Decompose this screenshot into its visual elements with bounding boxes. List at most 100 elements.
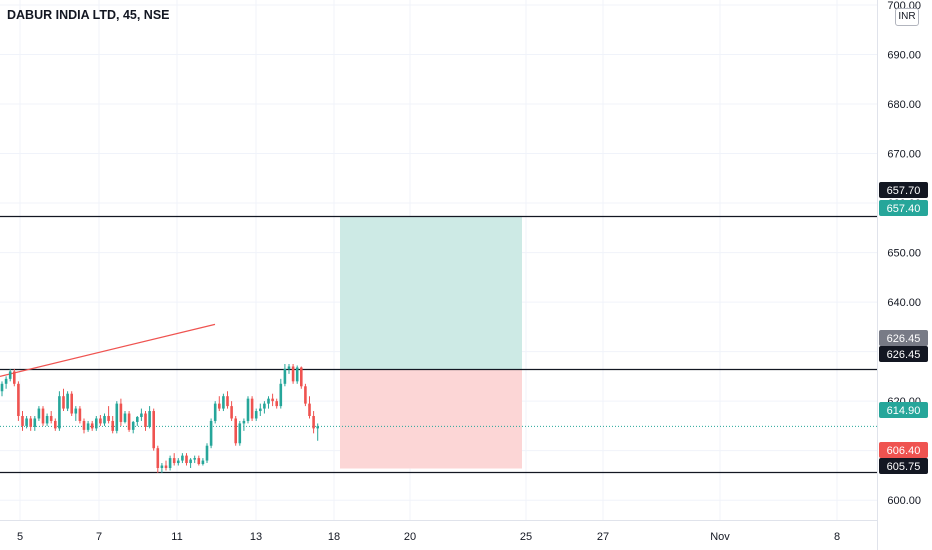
candle-body [279, 383, 283, 407]
price-tag-bg [879, 346, 928, 362]
candle-body [300, 367, 303, 387]
candle-body [119, 403, 123, 422]
candle-body [168, 458, 172, 468]
candle-body [131, 421, 135, 430]
candle-body [136, 416, 139, 422]
candle-body [160, 465, 164, 468]
candle-body [283, 368, 287, 384]
y-tick-label: 670.00 [887, 149, 921, 161]
price-tag-label: 626.45 [887, 349, 921, 361]
candle-body [123, 413, 127, 422]
candle-body [66, 393, 69, 409]
y-tick-label: 690.00 [887, 49, 921, 61]
candle-body [111, 420, 114, 431]
candle-body [156, 448, 160, 468]
candle-body [213, 403, 217, 421]
candle-body [62, 396, 65, 409]
candle-body [304, 386, 307, 404]
price-tag-label: 626.45 [887, 333, 921, 345]
candle-body [29, 418, 32, 427]
candle-body [107, 416, 110, 421]
candle-body [13, 371, 16, 384]
candle-body [181, 455, 184, 461]
candle-body [33, 418, 37, 427]
y-tick-label: 640.00 [887, 297, 921, 309]
candle-body [172, 458, 176, 464]
price-tag-bg [879, 402, 928, 418]
candle-body [78, 408, 82, 421]
candle-body [8, 371, 12, 379]
price-tag-label: 605.75 [887, 461, 921, 473]
candle-body [95, 418, 98, 429]
candle-body [58, 396, 61, 429]
candle-body [127, 413, 131, 430]
candle-body [152, 411, 155, 449]
candle-body [140, 413, 143, 417]
candle-body [222, 396, 225, 409]
candle-body [193, 458, 196, 460]
candle-body [144, 413, 147, 427]
candle-body [185, 455, 188, 464]
candle-body [242, 420, 246, 424]
candle-body [4, 378, 8, 384]
candle-body [21, 416, 24, 426]
price-tag-label: 606.40 [887, 445, 921, 457]
candle-body [177, 460, 180, 464]
candle-body [254, 411, 258, 419]
candle-body [164, 465, 168, 468]
price-tag-label: 657.70 [887, 185, 921, 197]
candle-body [148, 411, 151, 427]
candle-body [54, 420, 57, 429]
x-tick-label: 20 [404, 531, 416, 543]
x-tick-label: 13 [250, 531, 262, 543]
x-tick-label: 18 [328, 531, 340, 543]
y-tick-label: 600.00 [887, 495, 921, 507]
candle-body [45, 416, 49, 424]
candle-body [25, 418, 28, 426]
price-tag-bg [879, 442, 928, 458]
candle-body [197, 458, 201, 465]
y-tick-label: 650.00 [887, 248, 921, 260]
candle-body [316, 426, 319, 429]
candle-body [295, 367, 299, 382]
chart-title: DABUR INDIA LTD, 45, NSE [7, 8, 170, 22]
candle-body [86, 423, 90, 430]
candle-body [234, 418, 237, 444]
candle-body [287, 366, 291, 369]
candle-body [259, 408, 262, 412]
x-tick-label: 11 [171, 531, 182, 543]
candle-body [238, 423, 242, 444]
candle-body [99, 418, 102, 424]
price-tag-bg [879, 458, 928, 474]
x-tick-label: 25 [520, 531, 532, 543]
candle-body [0, 383, 4, 392]
candle-body [308, 403, 311, 416]
price-tag-bg [879, 182, 928, 198]
candle-body [74, 408, 78, 414]
x-tick-label: Nov [710, 531, 730, 543]
candle-body [275, 401, 278, 407]
candle-body [90, 423, 94, 429]
candle-body [230, 406, 233, 419]
price-tag-label: 657.40 [887, 203, 921, 215]
candle-body [115, 403, 119, 431]
candle-body [17, 383, 20, 416]
price-tag-label: 614.90 [887, 405, 921, 417]
price-tag-bg [879, 330, 928, 346]
candle-body [267, 398, 270, 404]
y-tick-label: 700.00 [887, 0, 921, 12]
candle-body [82, 420, 86, 430]
price-tag-bg [879, 200, 928, 216]
candle-body [49, 416, 53, 421]
candle-body [226, 396, 229, 407]
candle-body [209, 420, 213, 446]
candle-body [37, 408, 41, 419]
candle-body [218, 403, 221, 409]
candle-body [103, 416, 106, 424]
candle-body [291, 366, 295, 382]
x-tick-label: 5 [17, 531, 23, 543]
candle-body [189, 459, 192, 464]
x-tick-label: 7 [96, 531, 102, 543]
currency-badge[interactable]: INR [895, 8, 919, 26]
